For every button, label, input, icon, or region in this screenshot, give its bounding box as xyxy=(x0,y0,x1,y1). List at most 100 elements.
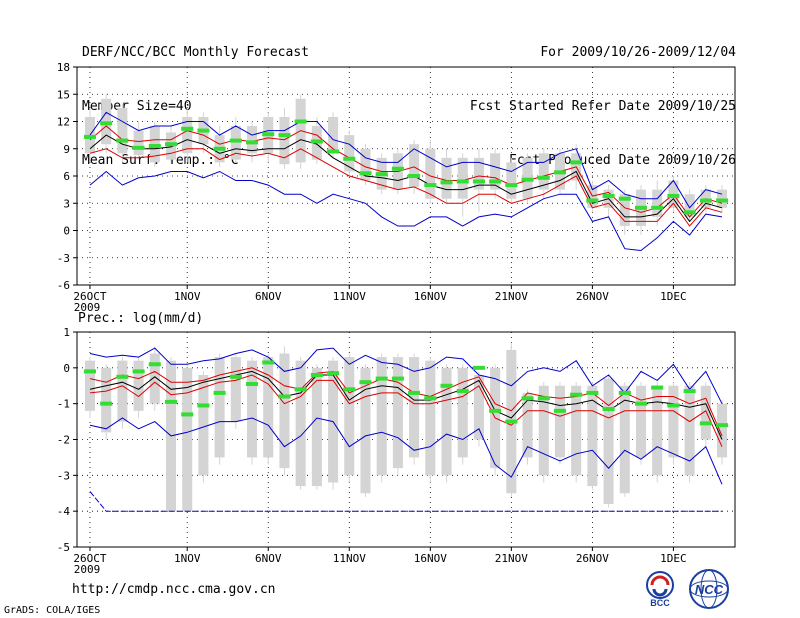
median-marker xyxy=(181,412,194,417)
box-bar xyxy=(409,357,420,458)
y-tick-label: 3 xyxy=(63,197,70,210)
x-tick-label: 21NOV xyxy=(495,552,528,565)
source-url[interactable]: http://cmdp.ncc.cma.gov.cn xyxy=(72,582,276,597)
median-marker xyxy=(570,160,583,165)
y-tick-label: -5 xyxy=(57,541,70,554)
median-marker xyxy=(391,166,404,171)
median-marker xyxy=(132,369,145,374)
median-marker xyxy=(683,210,696,215)
series-line-mean xyxy=(89,370,723,440)
median-marker xyxy=(375,172,388,177)
box-bar xyxy=(263,357,274,458)
median-marker xyxy=(716,198,729,203)
x-tick-label: 1DEC xyxy=(660,290,687,303)
y-tick-label: 6 xyxy=(63,170,70,183)
median-marker xyxy=(521,177,534,182)
box-bar xyxy=(522,392,533,458)
y-tick-label: -6 xyxy=(57,279,70,292)
median-marker xyxy=(683,389,696,394)
median-marker xyxy=(391,376,404,381)
median-marker xyxy=(197,128,210,133)
median-marker xyxy=(375,376,388,381)
y-tick-label: 18 xyxy=(57,61,70,74)
x-tick-label: 11NOV xyxy=(333,290,366,303)
series-line-lower xyxy=(89,417,723,485)
x-tick-label: 26OCT xyxy=(73,552,106,565)
median-marker xyxy=(408,390,421,395)
median-marker xyxy=(294,387,307,392)
median-marker xyxy=(699,198,712,203)
y-tick-label: -3 xyxy=(57,252,70,265)
y-tick-label: 12 xyxy=(57,116,70,129)
box-bar xyxy=(571,385,582,476)
box-bar xyxy=(619,194,630,226)
box-bar xyxy=(473,375,484,440)
y-tick-label: -3 xyxy=(57,469,70,482)
median-marker xyxy=(246,140,259,145)
y-tick-label: -1 xyxy=(57,398,70,411)
series-line-mean xyxy=(89,134,723,223)
median-marker xyxy=(116,374,129,379)
median-marker xyxy=(602,193,615,198)
series-line-lower xyxy=(89,170,723,252)
median-marker xyxy=(618,390,631,395)
median-marker xyxy=(83,369,96,374)
bcc-logo: BCC xyxy=(646,571,674,608)
box-bar xyxy=(84,360,95,411)
median-marker xyxy=(521,396,534,401)
median-marker xyxy=(262,360,275,365)
series-line-floor xyxy=(89,491,722,512)
median-marker xyxy=(602,407,615,412)
median-marker xyxy=(667,193,680,198)
box-bar xyxy=(311,367,322,487)
x-tick-year-label: 2009 xyxy=(74,301,101,314)
median-marker xyxy=(148,144,161,149)
box-bar xyxy=(295,360,306,487)
box-bar xyxy=(684,194,695,217)
box-bar xyxy=(668,385,679,458)
series-line-upper-mid xyxy=(89,125,723,218)
y-tick-label: 0 xyxy=(63,362,70,375)
median-marker xyxy=(132,145,145,150)
median-marker xyxy=(424,396,437,401)
median-marker xyxy=(213,390,226,395)
box-bar xyxy=(652,385,663,476)
box-bar xyxy=(214,357,225,458)
box-bar xyxy=(133,360,144,411)
median-marker xyxy=(359,171,372,176)
median-marker xyxy=(634,401,648,406)
median-marker xyxy=(570,392,583,397)
box-bar xyxy=(133,130,144,156)
box-bar xyxy=(457,367,468,458)
median-marker xyxy=(505,183,518,188)
box-bar xyxy=(700,385,711,440)
median-marker xyxy=(278,133,291,138)
box-bar xyxy=(603,378,614,504)
box-bar xyxy=(425,148,436,199)
box-bar xyxy=(538,153,549,190)
median-marker xyxy=(229,138,242,143)
median-marker xyxy=(537,175,550,180)
median-marker xyxy=(472,365,485,370)
x-tick-label: 16NOV xyxy=(414,290,447,303)
box-bar xyxy=(360,148,371,181)
grads-credit: GrADS: COLA/IGES xyxy=(4,605,101,616)
x-tick-label: 11NOV xyxy=(333,552,366,565)
box-bar xyxy=(425,360,436,476)
median-marker xyxy=(294,119,307,124)
median-marker xyxy=(359,380,372,385)
box-bar xyxy=(360,367,371,494)
median-marker xyxy=(634,205,648,210)
series-line-upper-mid xyxy=(89,367,723,437)
box-bar xyxy=(587,385,598,487)
series-line-lower-mid xyxy=(89,374,723,447)
median-marker xyxy=(456,179,469,184)
box-bar xyxy=(490,153,501,190)
median-marker xyxy=(343,387,356,392)
median-marker xyxy=(164,142,178,147)
median-marker xyxy=(83,134,96,139)
box-bar xyxy=(441,367,452,476)
median-marker xyxy=(553,170,566,175)
box-bar xyxy=(117,360,128,422)
median-marker xyxy=(699,421,712,426)
